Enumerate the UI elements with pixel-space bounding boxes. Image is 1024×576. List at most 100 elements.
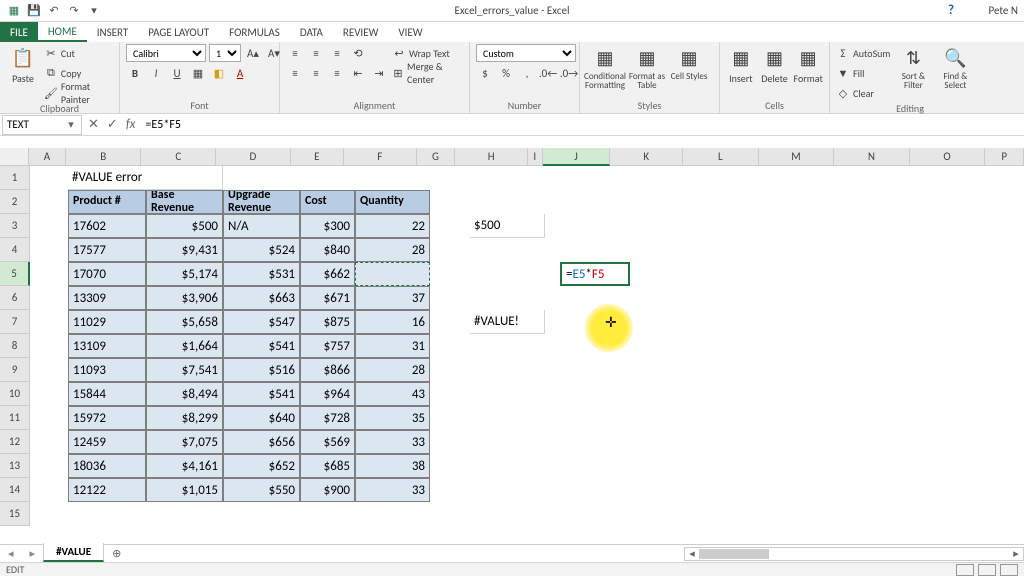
col-header-K[interactable]: K [610,148,683,166]
sheet-nav-next-icon[interactable]: ▸ [22,547,44,560]
cell-styles-button[interactable]: ▦Cell Styles [670,44,708,81]
cell-E3[interactable]: $300 [300,214,355,238]
increase-font-icon[interactable]: A▴ [244,44,262,62]
row-header-7[interactable]: 7 [0,310,30,334]
add-sheet-icon[interactable]: ⊕ [104,547,129,560]
tab-insert[interactable]: INSERT [87,22,139,42]
cell-B13[interactable]: 18036 [68,454,146,478]
font-color-button[interactable]: A [231,64,249,82]
col-header-N[interactable]: N [834,148,910,166]
underline-button[interactable]: U [168,64,186,82]
cell-C4[interactable]: $9,431 [146,238,223,262]
formula-input[interactable] [141,115,1024,135]
row-header-6[interactable]: 6 [0,286,30,310]
col-header-C[interactable]: C [141,148,216,166]
col-header-J[interactable]: J [543,148,611,166]
cell-B14[interactable]: 12122 [68,478,146,502]
cell-D2[interactable]: Upgrade Revenue [223,190,300,214]
orientation-icon[interactable]: ⟲ [349,44,367,62]
cell-D6[interactable]: $663 [223,286,300,310]
cell-F12[interactable]: 33 [355,430,430,454]
format-as-table-button[interactable]: ▦Format as Table [628,44,666,90]
number-format-select[interactable]: Custom [476,44,576,62]
align-top-icon[interactable]: ≡ [286,44,304,62]
col-header-I[interactable]: I [528,148,543,166]
cut-button[interactable]: ✂Cut [44,44,113,62]
cell-E9[interactable]: $866 [300,358,355,382]
row-header-4[interactable]: 4 [0,238,30,262]
insert-cells-button[interactable]: ▦Insert [726,44,756,85]
col-header-B[interactable]: B [66,148,142,166]
cell-F10[interactable]: 43 [355,382,430,406]
row-header-5[interactable]: 5 [0,262,30,286]
paste-button[interactable]: 📋 Paste [6,44,40,85]
clear-button[interactable]: ◇Clear [836,84,890,102]
scroll-left-icon[interactable]: ◂ [685,547,699,560]
scroll-right-icon[interactable]: ▸ [1009,547,1023,560]
cell-H7[interactable]: #VALUE! [470,310,545,334]
col-header-E[interactable]: E [291,148,344,166]
currency-icon[interactable]: $ [476,64,494,82]
cell-B3[interactable]: 17602 [68,214,146,238]
row-header-10[interactable]: 10 [0,382,30,406]
cell-D4[interactable]: $524 [223,238,300,262]
cell-B2[interactable]: Product # [68,190,146,214]
cell-F11[interactable]: 35 [355,406,430,430]
cell-D11[interactable]: $640 [223,406,300,430]
name-box-dropdown-icon[interactable]: ▾ [65,118,77,131]
cell-C2[interactable]: Base Revenue [146,190,223,214]
cell-B6[interactable]: 13309 [68,286,146,310]
fill-color-button[interactable]: ◧ [210,64,228,82]
select-all-corner[interactable] [0,148,29,166]
cell-F5[interactable] [355,262,430,286]
cell-B12[interactable]: 12459 [68,430,146,454]
col-header-H[interactable]: H [455,148,528,166]
format-cells-button[interactable]: ▦Format [793,44,823,85]
cell-B1[interactable]: #VALUE error [68,166,223,190]
cell-D8[interactable]: $541 [223,334,300,358]
cell-E4[interactable]: $840 [300,238,355,262]
cell-C12[interactable]: $7,075 [146,430,223,454]
row-header-12[interactable]: 12 [0,430,30,454]
help-icon[interactable]: ? [948,3,954,18]
cell-E11[interactable]: $728 [300,406,355,430]
merge-center-button[interactable]: ⊞Merge & Center [392,64,463,82]
cell-F13[interactable]: 38 [355,454,430,478]
horizontal-scrollbar[interactable]: ◂ ▸ [684,547,1024,561]
fill-button[interactable]: ▼Fill [836,64,890,82]
border-button[interactable]: ▦ [189,64,207,82]
cell-B7[interactable]: 11029 [68,310,146,334]
indent-inc-icon[interactable]: ⇥ [370,64,388,82]
row-header-13[interactable]: 13 [0,454,30,478]
tab-data[interactable]: DATA [290,22,333,42]
cancel-icon[interactable]: ✕ [88,117,99,132]
cell-D13[interactable]: $652 [223,454,300,478]
align-center-icon[interactable]: ≡ [307,64,325,82]
col-header-A[interactable]: A [29,148,66,166]
cell-D14[interactable]: $550 [223,478,300,502]
cell-C7[interactable]: $5,658 [146,310,223,334]
qat-dropdown-icon[interactable]: ▾ [86,3,102,19]
cell-D10[interactable]: $541 [223,382,300,406]
page-break-view-icon[interactable] [1000,564,1018,576]
cell-C6[interactable]: $3,906 [146,286,223,310]
cell-E14[interactable]: $900 [300,478,355,502]
cell-E5[interactable]: $662 [300,262,355,286]
col-header-F[interactable]: F [344,148,417,166]
worksheet[interactable]: ABCDEFGHIJKLMNOP 123456789101112131415 #… [0,148,1024,546]
scroll-thumb[interactable] [699,549,769,559]
comma-icon[interactable]: , [518,64,536,82]
cell-F14[interactable]: 33 [355,478,430,502]
cell-C9[interactable]: $7,541 [146,358,223,382]
row-header-1[interactable]: 1 [0,166,30,190]
enter-icon[interactable]: ✓ [107,117,118,132]
col-header-O[interactable]: O [910,148,986,166]
col-header-L[interactable]: L [683,148,759,166]
cell-C10[interactable]: $8,494 [146,382,223,406]
indent-dec-icon[interactable]: ⇤ [349,64,367,82]
cell-B5[interactable]: 17070 [68,262,146,286]
cell-F4[interactable]: 28 [355,238,430,262]
save-icon[interactable]: 💾 [26,3,42,19]
cell-E10[interactable]: $964 [300,382,355,406]
align-middle-icon[interactable]: ≡ [307,44,325,62]
